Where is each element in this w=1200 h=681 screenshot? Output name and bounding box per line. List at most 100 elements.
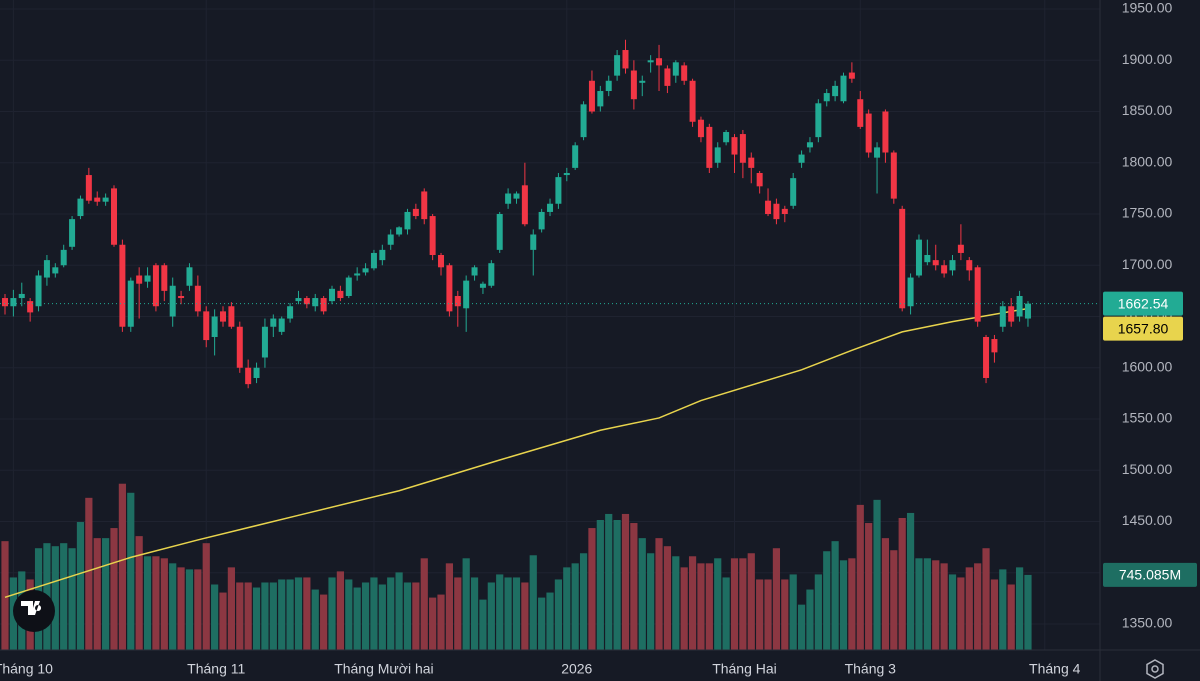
volume-bar <box>579 553 588 650</box>
volume-bar <box>739 558 747 650</box>
volume-bar <box>680 567 688 650</box>
candle-body <box>605 80 612 92</box>
candle-body <box>806 142 813 148</box>
candle-body <box>236 326 243 368</box>
volume-bar <box>605 513 613 650</box>
candle-body <box>370 252 377 269</box>
volume-bar <box>982 548 990 650</box>
volume-bar <box>194 569 202 650</box>
candle-body <box>345 277 352 296</box>
candle-body <box>60 249 67 266</box>
candle-body <box>10 298 17 307</box>
candle-body <box>731 137 738 155</box>
last-price-label: 1662.54 <box>1118 295 1169 311</box>
candle-body <box>446 265 453 312</box>
volume-label-box <box>1103 562 1197 587</box>
candle-body <box>563 173 570 176</box>
candle-body <box>1008 306 1015 322</box>
volume-bar <box>1015 567 1024 650</box>
candle-body <box>52 267 59 274</box>
volume-bar <box>764 579 772 650</box>
volume-bar <box>244 582 252 650</box>
candle-body <box>102 197 109 202</box>
candle-body <box>421 191 428 220</box>
volume-bar <box>638 538 646 650</box>
volume-bar <box>705 563 713 650</box>
volume-bar <box>487 582 495 650</box>
volume-bar <box>454 577 462 650</box>
candle-body <box>555 177 562 204</box>
candle-body <box>488 263 495 286</box>
volume-bar <box>227 567 235 650</box>
x-tick-label: Tháng 11 <box>187 661 245 677</box>
y-tick-label: 1900.00 <box>1122 51 1173 67</box>
volume-bar <box>529 555 537 650</box>
candle-body <box>530 234 537 250</box>
volume-bar <box>185 569 194 650</box>
volume-bar <box>395 572 403 650</box>
volume-bar <box>68 548 76 650</box>
candle-body <box>479 283 486 288</box>
volume-bar <box>1024 574 1032 650</box>
volume-bar <box>387 577 395 650</box>
candle-body <box>572 145 579 168</box>
candle-body <box>295 298 302 302</box>
candle-body <box>957 244 964 253</box>
candle-body <box>379 249 386 261</box>
candle-body <box>270 318 277 327</box>
volume-bar <box>688 556 697 650</box>
volume-bar <box>219 592 227 650</box>
volume-bar <box>873 499 881 650</box>
volume-bar <box>806 589 814 650</box>
candle-body <box>773 203 780 220</box>
candle-body <box>278 318 285 332</box>
candle-body <box>27 301 34 313</box>
settings-icon[interactable] <box>1146 659 1164 679</box>
volume-label: 745.085M <box>1119 567 1181 583</box>
candle-body <box>245 367 252 385</box>
candle-body <box>815 103 822 138</box>
candle-body <box>941 265 948 274</box>
candle-body <box>706 126 713 168</box>
candle-body <box>547 203 554 212</box>
candle-body <box>865 113 872 153</box>
volume-bar <box>697 563 705 650</box>
candle-body <box>412 208 419 217</box>
volume-bar <box>613 520 621 650</box>
candle-body <box>438 254 445 268</box>
volume-bar <box>571 563 579 650</box>
candle-body <box>337 290 344 299</box>
volume-bar <box>797 604 806 650</box>
candle-body <box>77 198 84 217</box>
candle-body <box>597 91 604 107</box>
volume-bar <box>429 597 437 650</box>
logo <box>13 590 55 632</box>
candle-body <box>144 275 151 282</box>
candle-body <box>387 234 394 245</box>
candle-body <box>714 147 721 163</box>
candle-body <box>974 267 981 322</box>
candle-body <box>756 173 763 187</box>
volume-bar <box>261 582 269 650</box>
volume-bar <box>839 560 848 650</box>
settings-button[interactable] <box>1146 659 1164 679</box>
candle-body <box>354 273 361 276</box>
candle-body <box>656 58 663 66</box>
volume-bar <box>60 543 68 650</box>
candle-body <box>915 239 922 276</box>
candle-body <box>983 336 990 378</box>
volume-bar <box>865 523 873 650</box>
x-tick-label: Tháng Hai <box>712 661 777 677</box>
volume-bar <box>85 497 93 650</box>
candle-body <box>932 260 939 266</box>
volume-bar <box>51 546 59 650</box>
volume-bar <box>856 504 864 650</box>
candle-body <box>765 200 772 215</box>
candle-body <box>111 188 118 245</box>
volume-bar <box>940 563 948 650</box>
volume-bar <box>504 577 512 650</box>
volume-bar <box>630 523 638 650</box>
volume-bar <box>211 584 219 650</box>
candle-body <box>890 152 897 199</box>
